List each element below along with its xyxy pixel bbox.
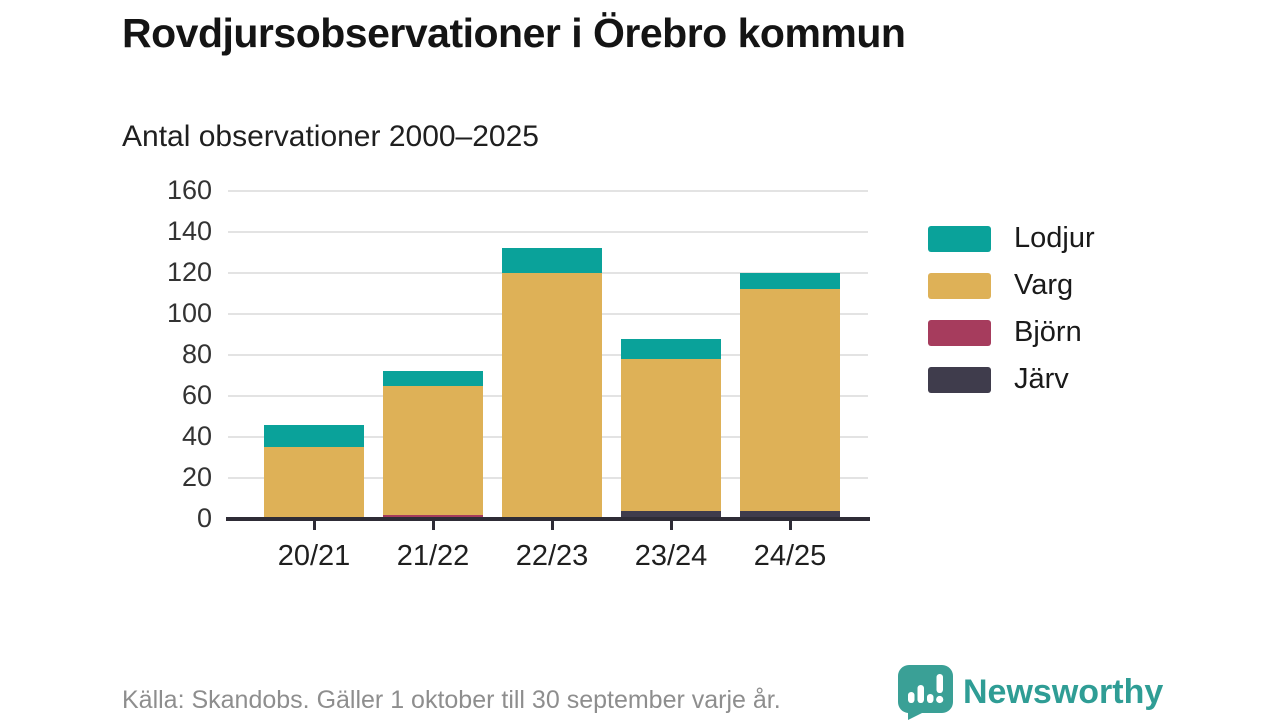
y-axis-tick-label: 0 [196,503,212,533]
bar-segment-lodjur [621,338,721,360]
y-axis-tick-label: 120 [166,257,212,287]
legend-item-järv: Järv [928,363,1095,396]
x-axis-tick-label: 21/22 [396,540,470,572]
y-axis-tick-label: 140 [166,216,212,246]
bar-segment-lodjur [502,248,602,273]
x-axis-tick-label: 23/24 [634,540,708,572]
page-title: Rovdjursobservationer i Örebro kommun [122,10,906,56]
x-axis-tick [432,521,435,530]
x-axis-tick-label: 24/25 [753,540,827,572]
legend-swatch-varg [928,272,991,299]
legend-label-björn: Björn [1014,316,1082,348]
bar-segment-lodjur [740,273,840,290]
chart-legend: Lodjur Varg Björn Järv [928,222,1095,396]
bar-segment-lodjur [383,371,483,386]
y-axis-tick-label: 80 [181,339,212,369]
legend-label-järv: Järv [1014,363,1069,395]
chart-subtitle: Antal observationer 2000–2025 [122,120,539,153]
bar-segment-lodjur [264,424,364,448]
x-axis-tick [789,521,792,530]
bar-segment-varg [264,447,364,517]
stacked-bar-22-23 [502,191,602,519]
brand-name: Newsworthy [963,673,1164,711]
stacked-bar-24-25 [740,191,840,519]
legend-item-lodjur: Lodjur [928,222,1095,255]
legend-swatch-lodjur [928,225,991,252]
stacked-bar-23-24 [621,191,721,519]
stacked-bar-21-22 [383,191,483,519]
stacked-bar-20-21 [264,191,364,519]
gridline-y-160 [228,190,868,192]
legend-swatch-järv [928,366,991,393]
y-axis-tick-label: 160 [166,175,212,205]
bar-segment-varg [740,289,840,511]
bar-segment-järv [740,510,840,519]
legend-label-varg: Varg [1014,269,1074,301]
source-note: Källa: Skandobs. Gäller 1 oktober till 3… [122,686,781,714]
x-axis-tick-label: 22/23 [515,540,589,572]
x-axis-tick-label: 20/21 [277,540,351,572]
y-axis-tick-label: 40 [181,421,212,451]
legend-item-varg: Varg [928,269,1095,302]
gridline-y-140 [228,231,868,233]
x-axis-line [226,517,870,521]
x-axis-tick [313,521,316,530]
legend-item-björn: Björn [928,316,1095,349]
x-axis-tick [551,521,554,530]
legend-swatch-björn [928,319,991,346]
y-axis-tick-label: 60 [181,380,212,410]
y-axis-tick-label: 20 [181,462,212,492]
bar-segment-varg [502,273,602,517]
x-axis-tick [670,521,673,530]
newsworthy-logo-icon [897,664,954,720]
gridline-y-120 [228,272,868,274]
bar-segment-varg [621,359,721,511]
bar-segment-järv [621,510,721,519]
y-axis-tick-label: 100 [166,298,212,328]
brand-logo: Newsworthy [897,664,1163,720]
bar-segment-varg [383,385,483,515]
legend-label-lodjur: Lodjur [1014,222,1095,254]
bar-segment-björn [383,514,483,519]
